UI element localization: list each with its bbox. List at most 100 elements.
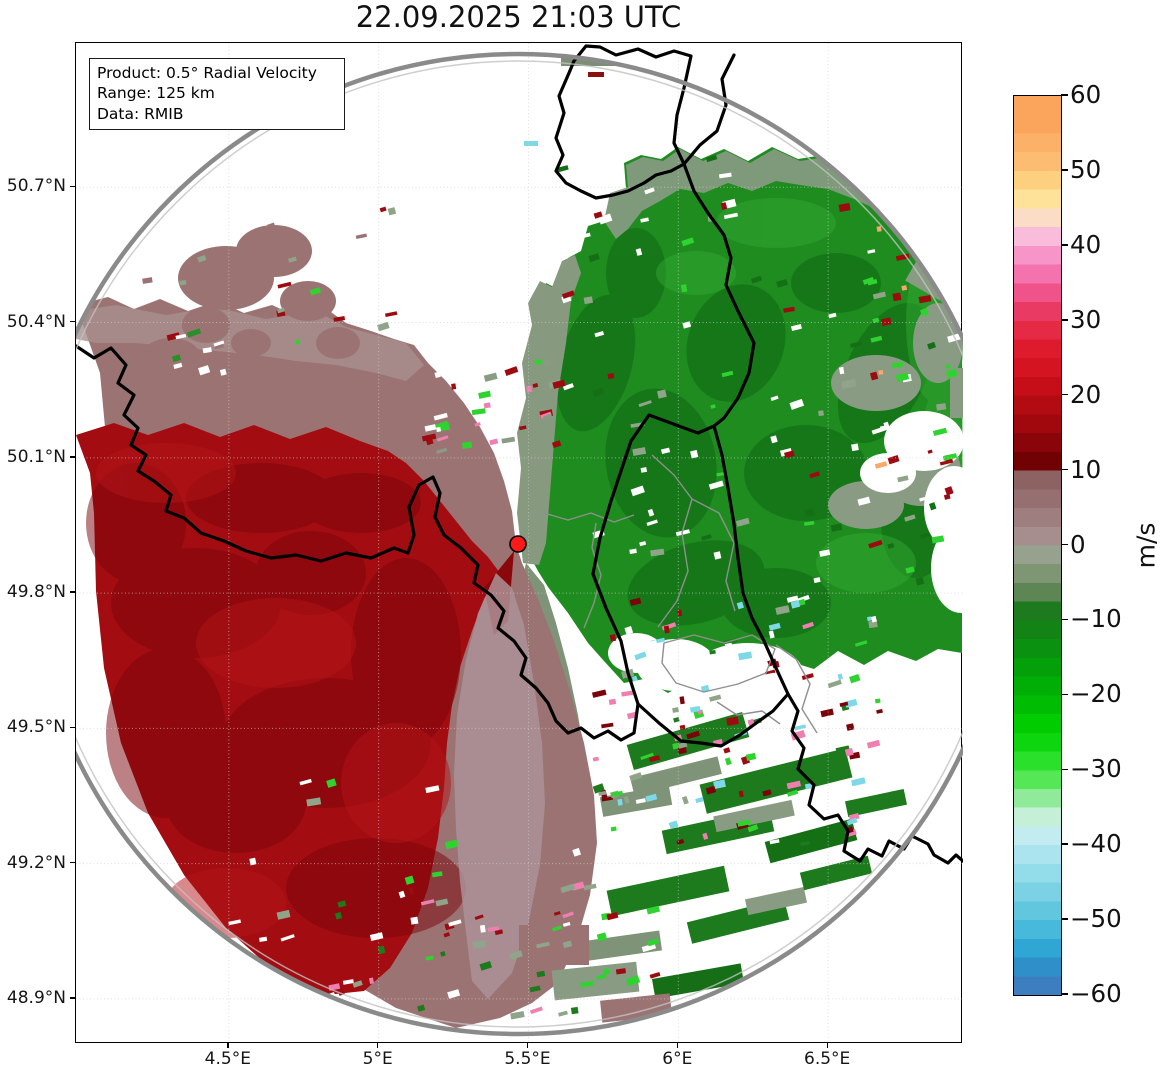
speckle — [433, 412, 448, 421]
speckle — [936, 278, 947, 286]
speckle — [536, 941, 550, 949]
speckle — [891, 361, 904, 369]
speckle — [784, 450, 795, 459]
speckle — [635, 248, 643, 256]
speckle — [639, 541, 647, 547]
speckle — [436, 447, 448, 454]
speckle — [701, 825, 707, 831]
border-luxembourg — [591, 413, 790, 748]
speckle — [697, 710, 703, 715]
speckle — [625, 975, 641, 987]
speckle — [878, 369, 884, 375]
speckle — [846, 723, 855, 731]
colorbar-tick-label: 50 — [1070, 154, 1102, 184]
speckle — [677, 609, 683, 617]
speckle — [869, 371, 879, 381]
lat-tick-label: 49.8°N — [6, 582, 66, 603]
speckle — [623, 795, 630, 804]
speckle — [928, 502, 937, 511]
speckle — [919, 496, 929, 502]
speckle — [552, 925, 563, 932]
colorbar-tick-mark — [1061, 543, 1068, 546]
speckle — [629, 772, 643, 782]
speckle — [901, 285, 908, 291]
radar-site-marker — [509, 535, 527, 553]
speckle — [909, 233, 919, 241]
lat-tick-label: 50.1°N — [6, 446, 66, 467]
province-borders — [543, 454, 818, 734]
noise-speckles — [142, 154, 963, 1020]
product-line: Product: 0.5° Radial Velocity — [97, 64, 317, 82]
speckle — [601, 796, 614, 802]
speckle — [638, 400, 652, 408]
speckle — [507, 378, 520, 387]
speckle — [945, 364, 951, 369]
speckle — [941, 283, 950, 289]
speckle — [249, 857, 257, 866]
speckle — [179, 279, 187, 286]
speckle — [689, 705, 701, 713]
speckle — [799, 840, 810, 847]
speckle — [841, 378, 857, 389]
border-netherlands-limburg — [554, 44, 693, 200]
speckle — [294, 339, 301, 345]
lon-tick-mark — [526, 1043, 529, 1048]
speckle — [854, 640, 868, 647]
speckle — [543, 413, 553, 421]
speckle — [931, 535, 945, 544]
lon-tick-label: 4.5°E — [204, 1049, 251, 1069]
speckle — [198, 365, 211, 376]
speckle — [904, 514, 916, 522]
speckle — [783, 306, 795, 313]
speckle — [786, 789, 799, 797]
speckle — [443, 932, 451, 938]
speckle — [280, 934, 295, 942]
speckle — [334, 912, 343, 920]
plot-area: Product: 0.5° Radial Velocity Range: 125… — [75, 42, 963, 1044]
speckle — [601, 722, 614, 729]
colorbar-tick-mark — [1061, 918, 1068, 920]
speckle — [267, 222, 275, 228]
speckle — [794, 724, 807, 731]
field-green-inbound — [523, 147, 963, 693]
speckle — [387, 207, 397, 216]
speckle — [901, 218, 913, 227]
speckle — [518, 425, 527, 431]
speckle — [839, 701, 849, 707]
speckle — [713, 779, 726, 790]
speckle — [213, 340, 225, 347]
speckle — [474, 914, 484, 920]
speckle — [857, 496, 871, 506]
speckle — [879, 424, 890, 431]
colorbar — [1013, 95, 1062, 996]
speckle — [745, 701, 754, 708]
speckle — [398, 890, 406, 899]
speckle — [640, 217, 649, 223]
speckle — [342, 979, 354, 985]
speckle — [142, 277, 153, 284]
speckle — [673, 717, 680, 723]
speckle — [802, 621, 814, 630]
lon-tick-label: 6°E — [662, 1049, 693, 1069]
speckle — [483, 372, 498, 382]
speckle — [337, 900, 347, 908]
speckle — [478, 390, 491, 399]
lat-tick-mark — [70, 591, 75, 593]
colorbar-tick-mark — [1061, 319, 1068, 321]
speckle — [735, 517, 750, 527]
speckle — [647, 639, 659, 650]
speckle — [705, 154, 718, 163]
speckle — [872, 291, 886, 300]
speckle — [720, 202, 728, 211]
speckle — [862, 276, 875, 285]
speckle — [277, 281, 292, 289]
speckle — [536, 970, 546, 978]
speckle — [610, 790, 623, 797]
speckle — [828, 312, 837, 319]
speckle — [601, 171, 614, 178]
speckle — [723, 212, 739, 219]
speckle — [660, 699, 668, 704]
speckle — [676, 838, 685, 845]
speckle — [510, 1010, 525, 1020]
speckle — [681, 237, 695, 247]
